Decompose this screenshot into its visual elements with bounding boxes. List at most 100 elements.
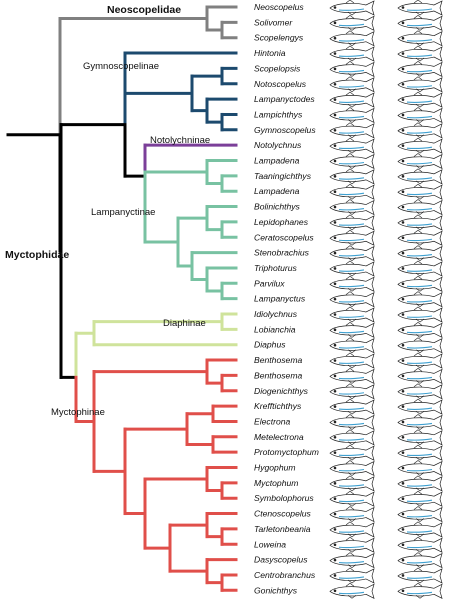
fish-illustration-icon xyxy=(329,490,375,507)
tip-label-34: Tarletonbeania xyxy=(254,524,311,534)
fish-illustration-icon xyxy=(329,414,375,431)
tip-label-35: Loweina xyxy=(254,539,286,549)
clade-label-gymnoscopelinae: Gymnoscopelinae xyxy=(83,61,159,72)
fish-illustration-icon xyxy=(329,536,375,553)
fish-illustration-icon xyxy=(397,168,443,185)
tip-label-28: Metelectrona xyxy=(254,432,304,442)
tip-label-18: Parvilux xyxy=(254,278,285,288)
fish-illustration-icon xyxy=(397,0,443,16)
fish-illustration-icon xyxy=(397,429,443,446)
fish-illustration-icon xyxy=(329,506,375,523)
tip-label-31: Myctophum xyxy=(254,478,298,488)
fish-illustration-icon xyxy=(329,444,375,461)
fish-illustration-icon xyxy=(329,383,375,400)
tip-label-23: Benthosema xyxy=(254,355,302,365)
fish-illustration-icon xyxy=(329,45,375,62)
fish-illustration-icon xyxy=(397,45,443,62)
fish-illustration-icon xyxy=(397,582,443,599)
clade-label-lampanyctinae: Lampanyctinae xyxy=(91,207,155,218)
fish-illustration-icon xyxy=(397,14,443,32)
tip-label-7: Lampichthys xyxy=(254,109,303,119)
fish-illustration-icon xyxy=(329,91,375,108)
fish-illustration-icon xyxy=(329,199,375,216)
fish-illustration-icon xyxy=(329,291,375,308)
fish-illustration-icon xyxy=(329,137,375,154)
tip-label-17: Triphoturus xyxy=(254,263,298,273)
tip-label-14: Lepidophanes xyxy=(254,217,309,227)
fish-illustration-icon xyxy=(397,475,443,492)
clade-label-myctophidae: Myctophidae xyxy=(5,249,69,261)
fish-illustration-icon xyxy=(329,352,375,369)
tip-label-38: Gonichthys xyxy=(254,585,298,595)
fish-illustration-icon xyxy=(397,567,443,584)
fish-illustration-icon xyxy=(397,260,443,277)
tip-label-22: Diaphus xyxy=(254,340,286,350)
tip-label-16: Stenobrachius xyxy=(254,248,310,258)
fish-illustration-icon xyxy=(397,552,443,569)
fish-illustration-icon xyxy=(329,368,375,385)
fish-illustration-icon xyxy=(397,76,443,93)
fish-illustration-icon xyxy=(329,475,375,492)
tip-label-3: Hintonia xyxy=(254,48,286,58)
clade-labels: Neoscopelidae Myctophidae Gymnoscopelina… xyxy=(5,4,210,418)
tip-label-12: Lampadena xyxy=(254,186,300,196)
tip-label-24: Benthosema xyxy=(254,370,302,380)
tip-label-21: Lobianchia xyxy=(254,324,296,334)
fish-illustration-icon xyxy=(329,107,375,124)
clade-label-notolychninae: Notolychninae xyxy=(150,135,210,146)
tip-label-6: Lampanyctodes xyxy=(254,94,315,104)
fish-illustration-icon xyxy=(329,275,375,292)
fish-illustration-icon xyxy=(329,30,375,47)
fish-illustration-icon xyxy=(329,260,375,277)
fish-illustration-icon xyxy=(329,0,375,16)
fish-illustration-icon xyxy=(397,275,443,292)
fish-illustration-icon xyxy=(397,490,443,507)
fish-illustration-icon xyxy=(397,107,443,124)
fish-illustration-icon xyxy=(329,521,375,538)
fish-illustration-icon xyxy=(397,383,443,400)
tip-label-11: Taaningichthys xyxy=(254,171,312,181)
fish-illustration-icon xyxy=(329,122,375,139)
tip-label-2: Scopelengys xyxy=(254,33,304,43)
fish-illustration-icon xyxy=(329,306,375,323)
tip-label-8: Gymnoscopelus xyxy=(254,125,316,135)
fish-illustration-icon xyxy=(397,183,443,200)
tip-labels: Neoscopelus Solivomer Scopelengys Hintonia S… xyxy=(254,2,319,595)
fish-illustration-icon xyxy=(397,337,443,354)
fish-illustration-icon xyxy=(329,61,375,78)
fish-illustration-icon xyxy=(397,245,443,262)
fish-illustration-icon xyxy=(397,214,443,231)
fish-illustration-icon xyxy=(397,368,443,385)
fish-illustration-icon xyxy=(397,122,443,139)
fish-illustration-icon xyxy=(329,552,375,569)
fish-illustration-icon xyxy=(329,14,375,32)
tip-label-0: Neoscopelus xyxy=(254,2,304,12)
fish-illustration-icon xyxy=(397,536,443,553)
fish-icons xyxy=(329,0,443,599)
tip-label-4: Scopelopsis xyxy=(254,63,301,73)
fish-illustration-icon xyxy=(397,506,443,523)
fish-illustration-icon xyxy=(397,91,443,108)
fish-illustration-icon xyxy=(397,444,443,461)
fish-illustration-icon xyxy=(397,61,443,78)
clade-label-myctophinae: Myctophinae xyxy=(51,407,105,418)
tip-label-5: Notoscopelus xyxy=(254,79,307,89)
fish-illustration-icon xyxy=(397,199,443,216)
tip-label-20: Idiolychnus xyxy=(254,309,298,319)
fish-illustration-icon xyxy=(329,214,375,231)
fish-illustration-icon xyxy=(329,183,375,200)
tip-label-33: Ctenoscopelus xyxy=(254,509,312,519)
fish-illustration-icon xyxy=(329,245,375,262)
tip-label-15: Ceratoscopelus xyxy=(254,232,314,242)
tip-label-19: Lampanyctus xyxy=(254,294,306,304)
tip-label-30: Hygophum xyxy=(254,463,296,473)
clade-label-neoscopelidae: Neoscopelidae xyxy=(107,4,181,16)
fish-illustration-icon xyxy=(397,398,443,415)
fish-illustration-icon xyxy=(329,168,375,185)
fish-illustration-icon xyxy=(329,582,375,599)
tip-label-32: Symbolophorus xyxy=(254,493,314,503)
fish-illustration-icon xyxy=(397,229,443,246)
tip-label-29: Protomyctophum xyxy=(254,447,319,457)
fish-illustration-icon xyxy=(397,414,443,431)
